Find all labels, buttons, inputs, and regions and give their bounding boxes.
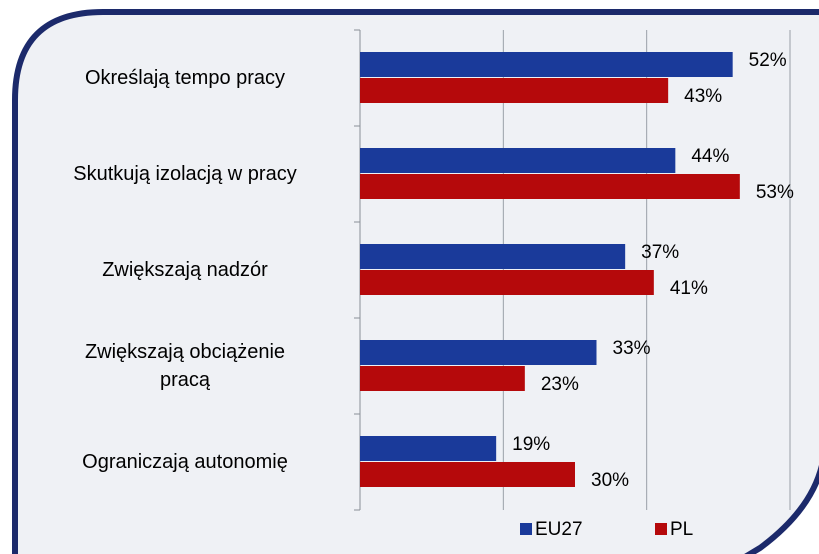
bar: [360, 244, 626, 269]
value-label: 30%: [591, 470, 629, 491]
legend-swatch: [520, 523, 532, 535]
value-label: 52%: [749, 50, 787, 71]
value-label: 41%: [670, 278, 708, 299]
bar: [360, 462, 575, 487]
value-label: 53%: [756, 182, 794, 203]
category-label: Zwiększają nadzór: [102, 259, 268, 281]
bar: [360, 78, 669, 103]
value-label: 19%: [512, 434, 550, 455]
category-label: Ograniczają autonomię: [82, 451, 288, 473]
bar: [360, 270, 654, 295]
bar: [360, 340, 597, 365]
bar: [360, 436, 497, 461]
bar: [360, 174, 740, 199]
value-label: 43%: [684, 86, 722, 107]
legend-swatch: [655, 523, 667, 535]
category-label: Zwiększają obciążenie pracą: [84, 341, 286, 391]
bar: [360, 366, 525, 391]
bar: [360, 148, 676, 173]
value-label: 33%: [613, 338, 651, 359]
value-label: 44%: [691, 146, 729, 167]
legend-label: PL: [670, 519, 693, 540]
category-label: Określają tempo pracy: [84, 67, 286, 89]
value-label: 23%: [541, 374, 579, 395]
value-label: 37%: [641, 242, 679, 263]
legend-label: EU27: [535, 519, 583, 540]
bar: [360, 52, 733, 77]
category-label: Skutkują izolacją w pracy: [73, 163, 297, 185]
